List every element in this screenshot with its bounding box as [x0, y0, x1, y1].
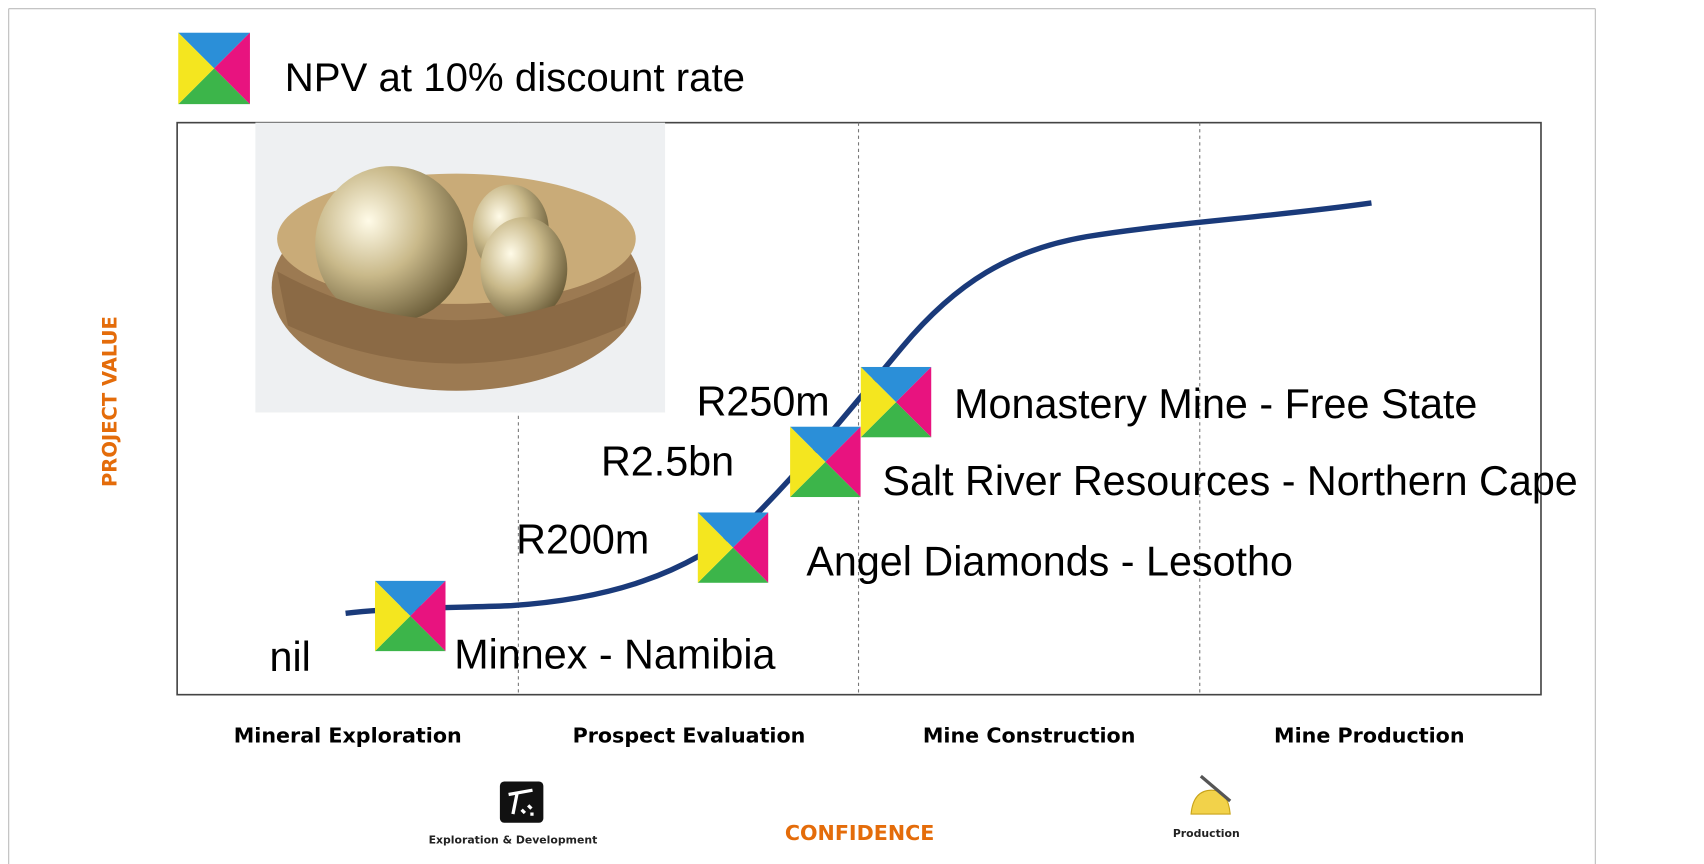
project-icon: [790, 427, 861, 498]
project-value: R250m: [697, 379, 830, 425]
exploration-icon: [500, 782, 543, 823]
project-name: Minnex - Namibia: [454, 632, 775, 678]
title-icon: [178, 33, 250, 105]
projects: nil Minnex - Namibia R200m Angel Diamonds -…: [270, 367, 1578, 680]
project-icon: [861, 367, 932, 438]
stage-label: Mine Construction: [923, 723, 1136, 747]
project-value: R2.5bn: [601, 438, 734, 484]
y-axis-label: PROJECT VALUE: [98, 316, 121, 487]
stage-label: Mineral Exploration: [234, 723, 462, 747]
title: NPV at 10% discount rate: [285, 55, 745, 100]
stage-label: Mine Production: [1274, 723, 1464, 747]
nest-photo: [255, 123, 665, 413]
production-icon: [1191, 776, 1230, 814]
slide: NPV at 10% discount rate nil Minnex - Nam…: [0, 0, 1704, 864]
project-icon: [698, 512, 769, 583]
x-axis-label: CONFIDENCE: [785, 821, 934, 845]
project-value: R200m: [516, 517, 649, 563]
icon-label: Exploration & Development: [429, 833, 598, 846]
project-icon: [375, 581, 446, 652]
project-value: nil: [270, 634, 311, 680]
project-name: Monastery Mine - Free State: [954, 381, 1477, 427]
stage-label: Prospect Evaluation: [573, 723, 806, 747]
page: {"title": "NPV at 10% discount rate", "y…: [0, 0, 1704, 864]
project-name: Angel Diamonds - Lesotho: [806, 538, 1293, 584]
icon-label: Production: [1173, 827, 1240, 840]
project-name: Salt River Resources - Northern Cape: [882, 458, 1577, 504]
